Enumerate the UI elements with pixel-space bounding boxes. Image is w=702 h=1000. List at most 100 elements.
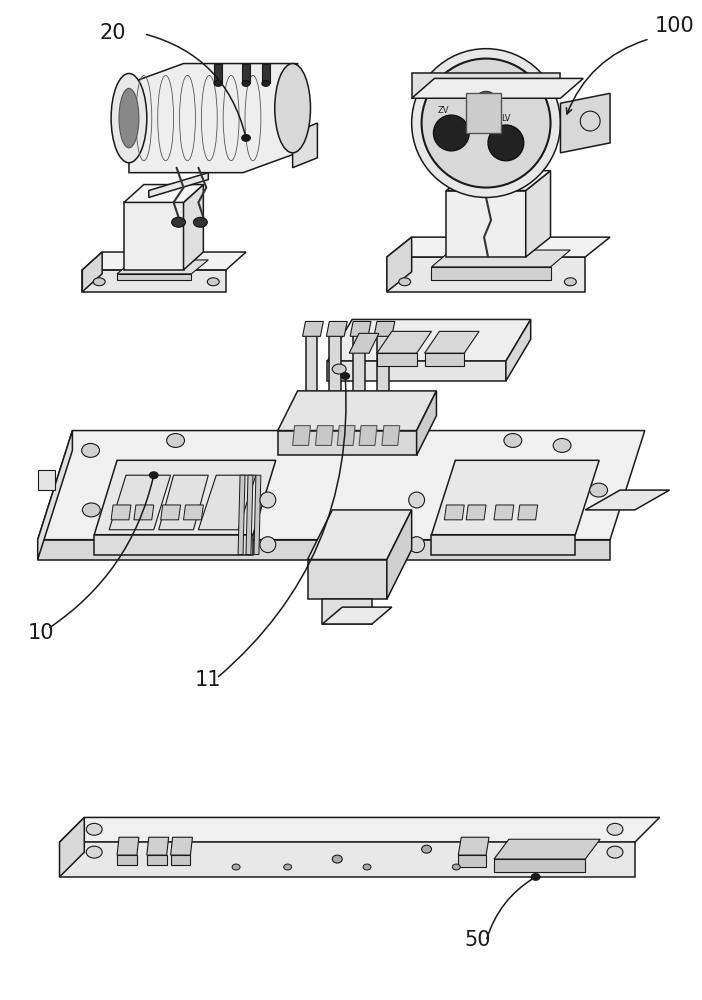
Polygon shape	[183, 185, 204, 270]
Ellipse shape	[214, 80, 223, 86]
Ellipse shape	[274, 64, 310, 153]
Polygon shape	[327, 319, 531, 361]
Ellipse shape	[607, 823, 623, 835]
Polygon shape	[416, 391, 437, 455]
Ellipse shape	[166, 434, 185, 447]
Polygon shape	[147, 837, 168, 855]
Polygon shape	[117, 260, 208, 274]
Polygon shape	[117, 274, 192, 280]
Polygon shape	[432, 535, 576, 555]
Bar	[262, 64, 270, 83]
Polygon shape	[171, 855, 190, 865]
Polygon shape	[458, 837, 489, 855]
Polygon shape	[303, 321, 324, 336]
Ellipse shape	[332, 364, 346, 374]
Polygon shape	[349, 333, 379, 353]
Polygon shape	[38, 431, 644, 540]
Ellipse shape	[607, 846, 623, 858]
Ellipse shape	[260, 492, 276, 508]
Polygon shape	[124, 202, 183, 270]
Ellipse shape	[452, 864, 461, 870]
Polygon shape	[560, 93, 610, 153]
Polygon shape	[159, 475, 208, 530]
Polygon shape	[82, 252, 246, 270]
Polygon shape	[377, 331, 389, 431]
Polygon shape	[238, 475, 245, 555]
Text: 50: 50	[464, 930, 491, 950]
Polygon shape	[446, 171, 550, 191]
Ellipse shape	[409, 492, 425, 508]
Text: 10: 10	[28, 623, 54, 643]
Ellipse shape	[262, 80, 270, 86]
Polygon shape	[94, 460, 276, 535]
Polygon shape	[425, 331, 479, 353]
Polygon shape	[134, 505, 154, 520]
Ellipse shape	[260, 537, 276, 553]
Polygon shape	[149, 173, 208, 197]
Polygon shape	[432, 267, 550, 280]
Ellipse shape	[111, 73, 147, 163]
Ellipse shape	[241, 134, 251, 142]
Polygon shape	[278, 391, 437, 431]
Text: 100: 100	[655, 16, 694, 36]
Ellipse shape	[411, 49, 560, 197]
Polygon shape	[494, 505, 514, 520]
Polygon shape	[353, 331, 365, 431]
Polygon shape	[322, 599, 372, 624]
Ellipse shape	[474, 91, 498, 115]
Text: 20: 20	[99, 23, 126, 43]
Ellipse shape	[82, 503, 100, 517]
Polygon shape	[117, 837, 139, 855]
Ellipse shape	[553, 438, 571, 452]
Polygon shape	[82, 270, 226, 292]
Ellipse shape	[149, 471, 159, 479]
Polygon shape	[171, 837, 192, 855]
Ellipse shape	[332, 855, 342, 863]
Ellipse shape	[488, 125, 524, 161]
Polygon shape	[387, 257, 585, 292]
Polygon shape	[458, 855, 486, 867]
Polygon shape	[293, 123, 317, 168]
Polygon shape	[322, 607, 392, 624]
Polygon shape	[350, 321, 371, 336]
Ellipse shape	[399, 278, 411, 286]
Polygon shape	[387, 237, 610, 257]
Ellipse shape	[119, 88, 139, 148]
Ellipse shape	[340, 372, 350, 380]
Text: ZV: ZV	[437, 106, 449, 115]
Polygon shape	[307, 560, 387, 599]
Polygon shape	[359, 426, 377, 445]
Bar	[242, 64, 250, 83]
Polygon shape	[60, 817, 84, 877]
Polygon shape	[432, 250, 570, 267]
Polygon shape	[432, 460, 599, 535]
Polygon shape	[466, 505, 486, 520]
Polygon shape	[38, 470, 55, 490]
Polygon shape	[124, 185, 204, 202]
Ellipse shape	[433, 115, 469, 151]
Polygon shape	[305, 331, 317, 431]
Polygon shape	[161, 505, 180, 520]
Ellipse shape	[363, 864, 371, 870]
Ellipse shape	[242, 80, 250, 86]
Polygon shape	[109, 475, 171, 530]
Polygon shape	[129, 64, 298, 173]
Polygon shape	[411, 78, 583, 98]
Text: LV: LV	[501, 114, 510, 123]
Polygon shape	[38, 540, 610, 560]
Polygon shape	[518, 505, 538, 520]
Polygon shape	[526, 171, 550, 257]
Polygon shape	[329, 331, 341, 431]
Polygon shape	[387, 237, 411, 292]
Polygon shape	[307, 510, 411, 560]
Polygon shape	[246, 475, 253, 555]
Polygon shape	[293, 426, 310, 445]
Text: 11: 11	[194, 670, 221, 690]
Ellipse shape	[284, 864, 291, 870]
Polygon shape	[327, 361, 506, 381]
Ellipse shape	[531, 873, 541, 881]
Polygon shape	[147, 855, 166, 865]
Polygon shape	[382, 426, 399, 445]
Polygon shape	[374, 321, 395, 336]
Polygon shape	[60, 842, 635, 877]
